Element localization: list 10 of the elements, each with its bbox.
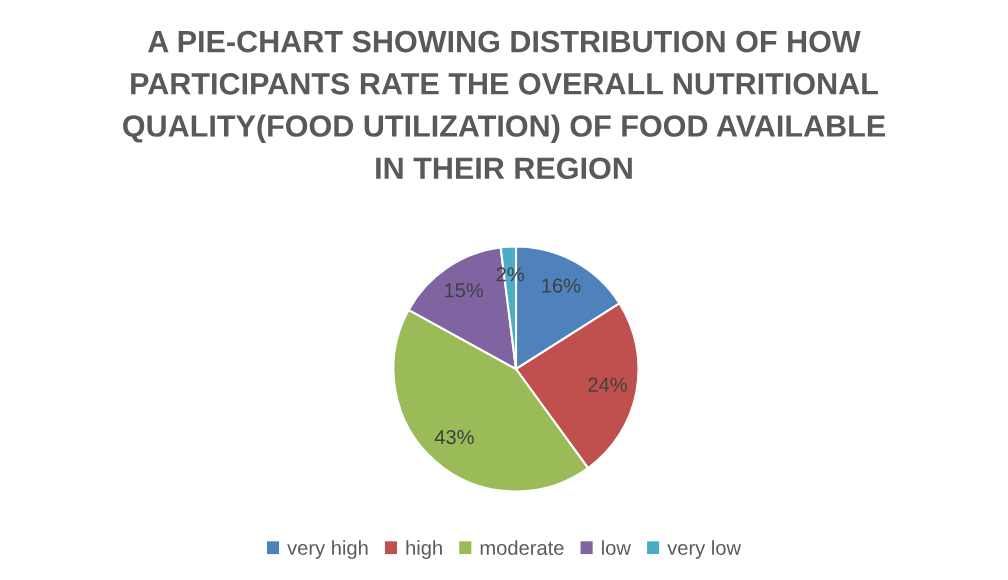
- data-label: 43%: [434, 430, 474, 445]
- legend-label: moderate: [480, 540, 564, 555]
- legend-label: very low: [667, 540, 742, 559]
- data-label: 24%: [588, 377, 627, 392]
- legend-label: very high: [287, 540, 368, 559]
- data-label: 15%: [445, 283, 484, 298]
- data-label: 16%: [542, 278, 581, 293]
- chart-title: A PIE-CHART SHOWING DISTRIBUTION OF HOW PARTICIPANTS RATE THE OVERALL NUTRITIONAL QUALITY(FOOD UTILIZATION) OF FOOD AVAILABLE IN THEIR REGION: [123, 30, 886, 180]
- legend-label: high: [406, 540, 442, 559]
- legend-label: low: [602, 540, 631, 555]
